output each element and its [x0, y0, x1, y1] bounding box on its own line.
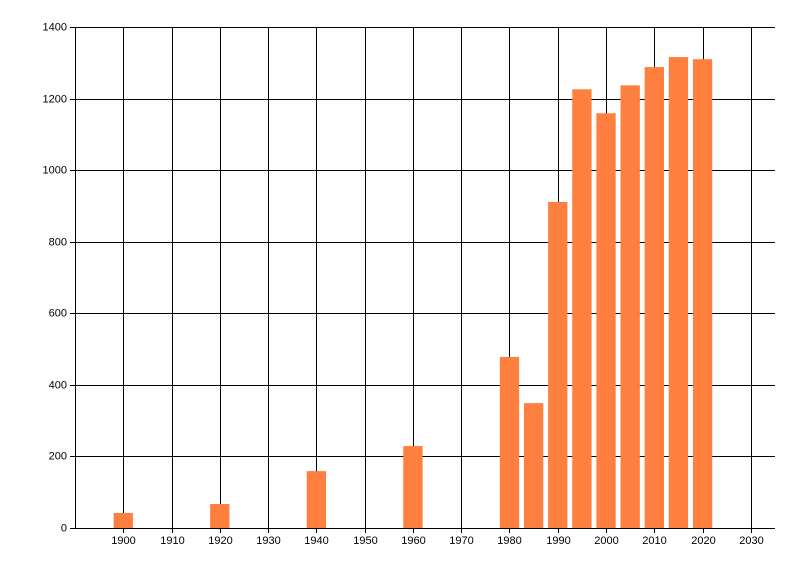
y-tick-label: 800 [49, 236, 67, 248]
bar [692, 59, 713, 528]
y-tick-label: 0 [61, 522, 67, 534]
x-tick-label: 1990 [546, 535, 570, 547]
y-tick-label: 1400 [43, 21, 67, 33]
bar [620, 85, 640, 528]
x-tick-label: 1910 [160, 535, 184, 547]
bar [644, 67, 664, 528]
bar [572, 89, 592, 528]
x-tick-label: 1900 [111, 535, 135, 547]
y-tick-label: 1200 [43, 93, 67, 105]
y-tick-label: 400 [49, 379, 67, 391]
y-tick-label: 1000 [43, 164, 67, 176]
x-tick-label: 1940 [304, 535, 328, 547]
bar [499, 356, 520, 528]
y-tick-label: 600 [49, 307, 67, 319]
x-tick-label: 2000 [594, 535, 618, 547]
bar [210, 504, 230, 528]
bar [596, 113, 616, 529]
x-tick-label: 1970 [449, 535, 473, 547]
x-tick-label: 1920 [208, 535, 232, 547]
x-tick-label: 2020 [691, 535, 715, 547]
bar [668, 57, 689, 529]
bar [523, 403, 544, 528]
bar [403, 446, 423, 528]
y-tick-label: 200 [49, 450, 67, 462]
x-tick-label: 2030 [739, 535, 763, 547]
bar [306, 471, 327, 528]
x-tick-label: 1950 [353, 535, 377, 547]
x-tick-label: 1930 [256, 535, 280, 547]
x-tick-label: 1960 [401, 535, 425, 547]
x-tick-label: 2010 [642, 535, 666, 547]
bar [548, 201, 568, 529]
x-tick-label: 1980 [497, 535, 521, 547]
bar [113, 512, 133, 528]
